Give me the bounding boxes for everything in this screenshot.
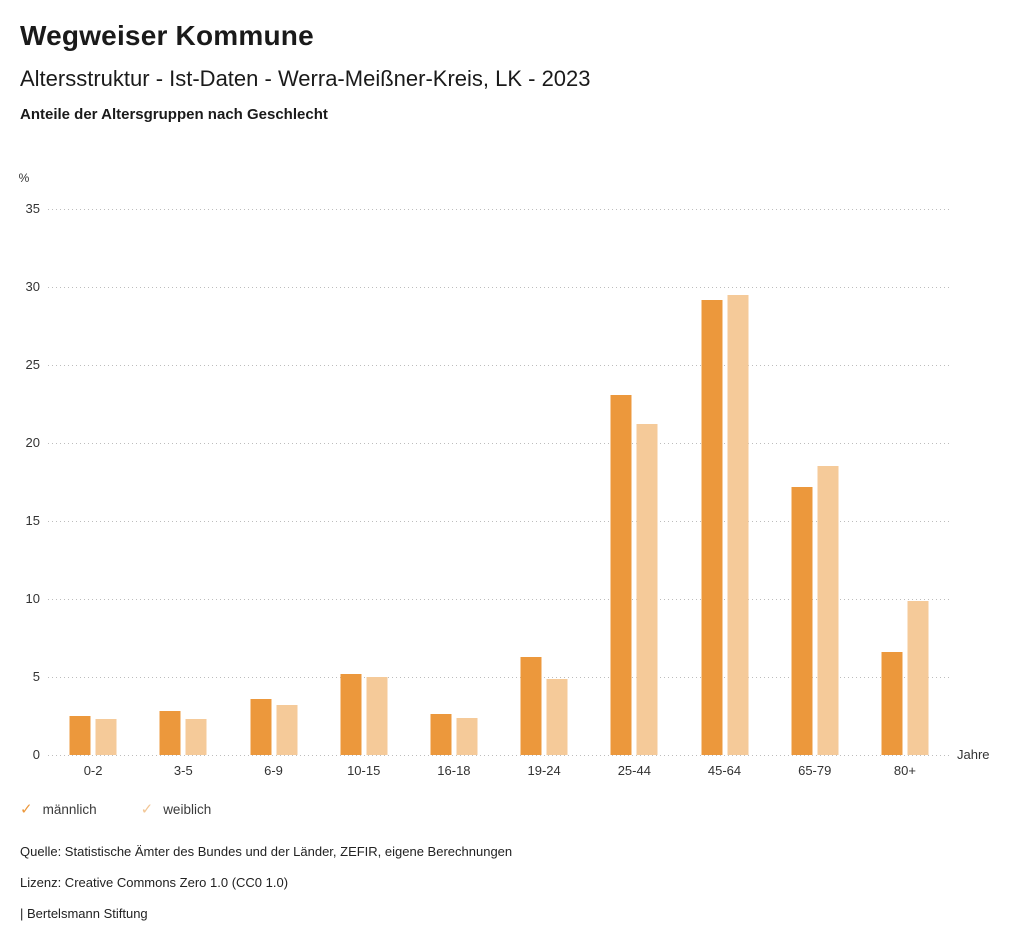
x-tick-label-45-64: 45-64	[707, 763, 742, 778]
x-tick-label-10-15: 10-15	[347, 763, 381, 778]
source-text: Quelle: Statistische Ämter des Bundes un…	[20, 844, 513, 859]
bar-weiblich-65-79[interactable]	[817, 466, 839, 755]
bar-pair	[610, 394, 658, 755]
bar-weiblich-45-64[interactable]	[727, 294, 749, 755]
bar-weiblich-80+[interactable]	[907, 600, 929, 755]
bar-mannlich-19-24[interactable]	[520, 656, 542, 755]
legend-label: männlich	[42, 802, 97, 817]
bar-mannlich-65-79[interactable]	[791, 486, 813, 755]
x-tick-label-80+: 80+	[893, 763, 916, 778]
gridline-10	[48, 599, 950, 600]
bar-group-19-24: 19-24	[499, 209, 589, 778]
y-tick-label-5: 5	[32, 669, 40, 684]
bar-group-25-44: 25-44	[589, 209, 679, 778]
chart-heading: Anteile der Altersgruppen nach Geschlech…	[20, 106, 328, 123]
gridline-0	[48, 755, 950, 756]
bar-mannlich-25-44[interactable]	[610, 394, 632, 755]
gridline-20	[48, 443, 950, 444]
bar-pair	[430, 714, 478, 755]
x-axis-unit-label: Jahre	[957, 747, 990, 762]
bar-mannlich-16-18[interactable]	[430, 714, 452, 755]
x-tick-label-65-79: 65-79	[798, 763, 832, 778]
license-text: Lizenz: Creative Commons Zero 1.0 (CC0 1…	[20, 875, 289, 890]
bar-pair	[791, 466, 839, 755]
bar-weiblich-3-5[interactable]	[185, 719, 207, 755]
bar-pair	[701, 294, 749, 755]
bar-group-3-5: 3-5	[138, 209, 228, 778]
legend-item-weiblich[interactable]: ✓ weiblich	[140, 800, 212, 818]
bar-pair	[340, 673, 388, 755]
y-tick-label-0: 0	[32, 747, 40, 762]
bar-pair	[159, 711, 207, 755]
gridline-5	[48, 677, 950, 678]
gridline-30	[48, 287, 950, 288]
bar-mannlich-3-5[interactable]	[159, 711, 181, 755]
legend-item-maennlich[interactable]: ✓ männlich	[20, 800, 97, 818]
bar-group-10-15: 10-15	[319, 209, 409, 778]
legend-label: weiblich	[163, 802, 212, 817]
y-axis-unit-label: %	[18, 171, 30, 185]
bar-pair	[69, 716, 117, 755]
bar-groups: 0-2 3-5 6-9 10-15 16-18 19-24 25-44 45-64 65-79 8…	[48, 209, 950, 778]
bar-group-16-18: 16-18	[409, 209, 499, 778]
chart-subtitle: Altersstruktur - Ist-Daten - Werra-Meißn…	[20, 66, 591, 91]
bar-mannlich-0-2[interactable]	[69, 716, 91, 755]
gridline-25	[48, 365, 950, 366]
x-tick-label-0-2: 0-2	[83, 763, 103, 778]
bar-pair	[881, 600, 929, 755]
gridline-35	[48, 209, 950, 210]
bar-weiblich-19-24[interactable]	[546, 678, 568, 755]
bar-mannlich-6-9[interactable]	[250, 698, 271, 755]
bar-weiblich-16-18[interactable]	[456, 717, 478, 755]
bar-group-45-64: 45-64	[679, 209, 769, 778]
y-tick-label-15: 15	[25, 513, 40, 528]
check-icon: ✓	[20, 800, 33, 818]
y-tick-label-35: 35	[25, 201, 40, 216]
bar-group-6-9: 6-9	[228, 209, 318, 778]
bar-group-80+: 80+	[860, 209, 950, 778]
bar-group-65-79: 65-79	[770, 209, 860, 778]
y-tick-label-10: 10	[25, 591, 40, 606]
x-tick-label-6-9: 6-9	[264, 763, 283, 778]
bar-weiblich-25-44[interactable]	[636, 424, 658, 755]
bar-pair	[250, 698, 297, 755]
attribution-text: | Bertelsmann Stiftung	[20, 906, 148, 921]
x-tick-label-25-44: 25-44	[617, 763, 651, 778]
legend: ✓ männlich ✓ weiblich	[20, 800, 212, 818]
gridline-15	[48, 521, 950, 522]
bar-mannlich-45-64[interactable]	[701, 299, 723, 755]
x-tick-label-16-18: 16-18	[437, 763, 471, 778]
x-tick-label-3-5: 3-5	[173, 763, 193, 778]
y-tick-label-20: 20	[25, 435, 40, 450]
y-tick-label-25: 25	[25, 357, 40, 372]
bar-mannlich-80+[interactable]	[881, 652, 903, 755]
bar-weiblich-0-2[interactable]	[95, 719, 117, 755]
y-tick-label-30: 30	[25, 279, 40, 294]
check-icon: ✓	[140, 800, 154, 818]
bar-weiblich-10-15[interactable]	[366, 677, 388, 755]
bar-weiblich-6-9[interactable]	[276, 705, 297, 755]
bar-group-0-2: 0-2	[48, 209, 138, 778]
app-title: Wegweiser Kommune	[20, 20, 314, 51]
plot-area: 0 5 10 15 20 25 30 35 0-2 3-5 6-9 10-15 16-18 19-24 25…	[26, 201, 950, 778]
bar-mannlich-10-15[interactable]	[340, 673, 362, 755]
bar-pair	[520, 656, 568, 755]
x-tick-label-19-24: 19-24	[527, 763, 561, 778]
